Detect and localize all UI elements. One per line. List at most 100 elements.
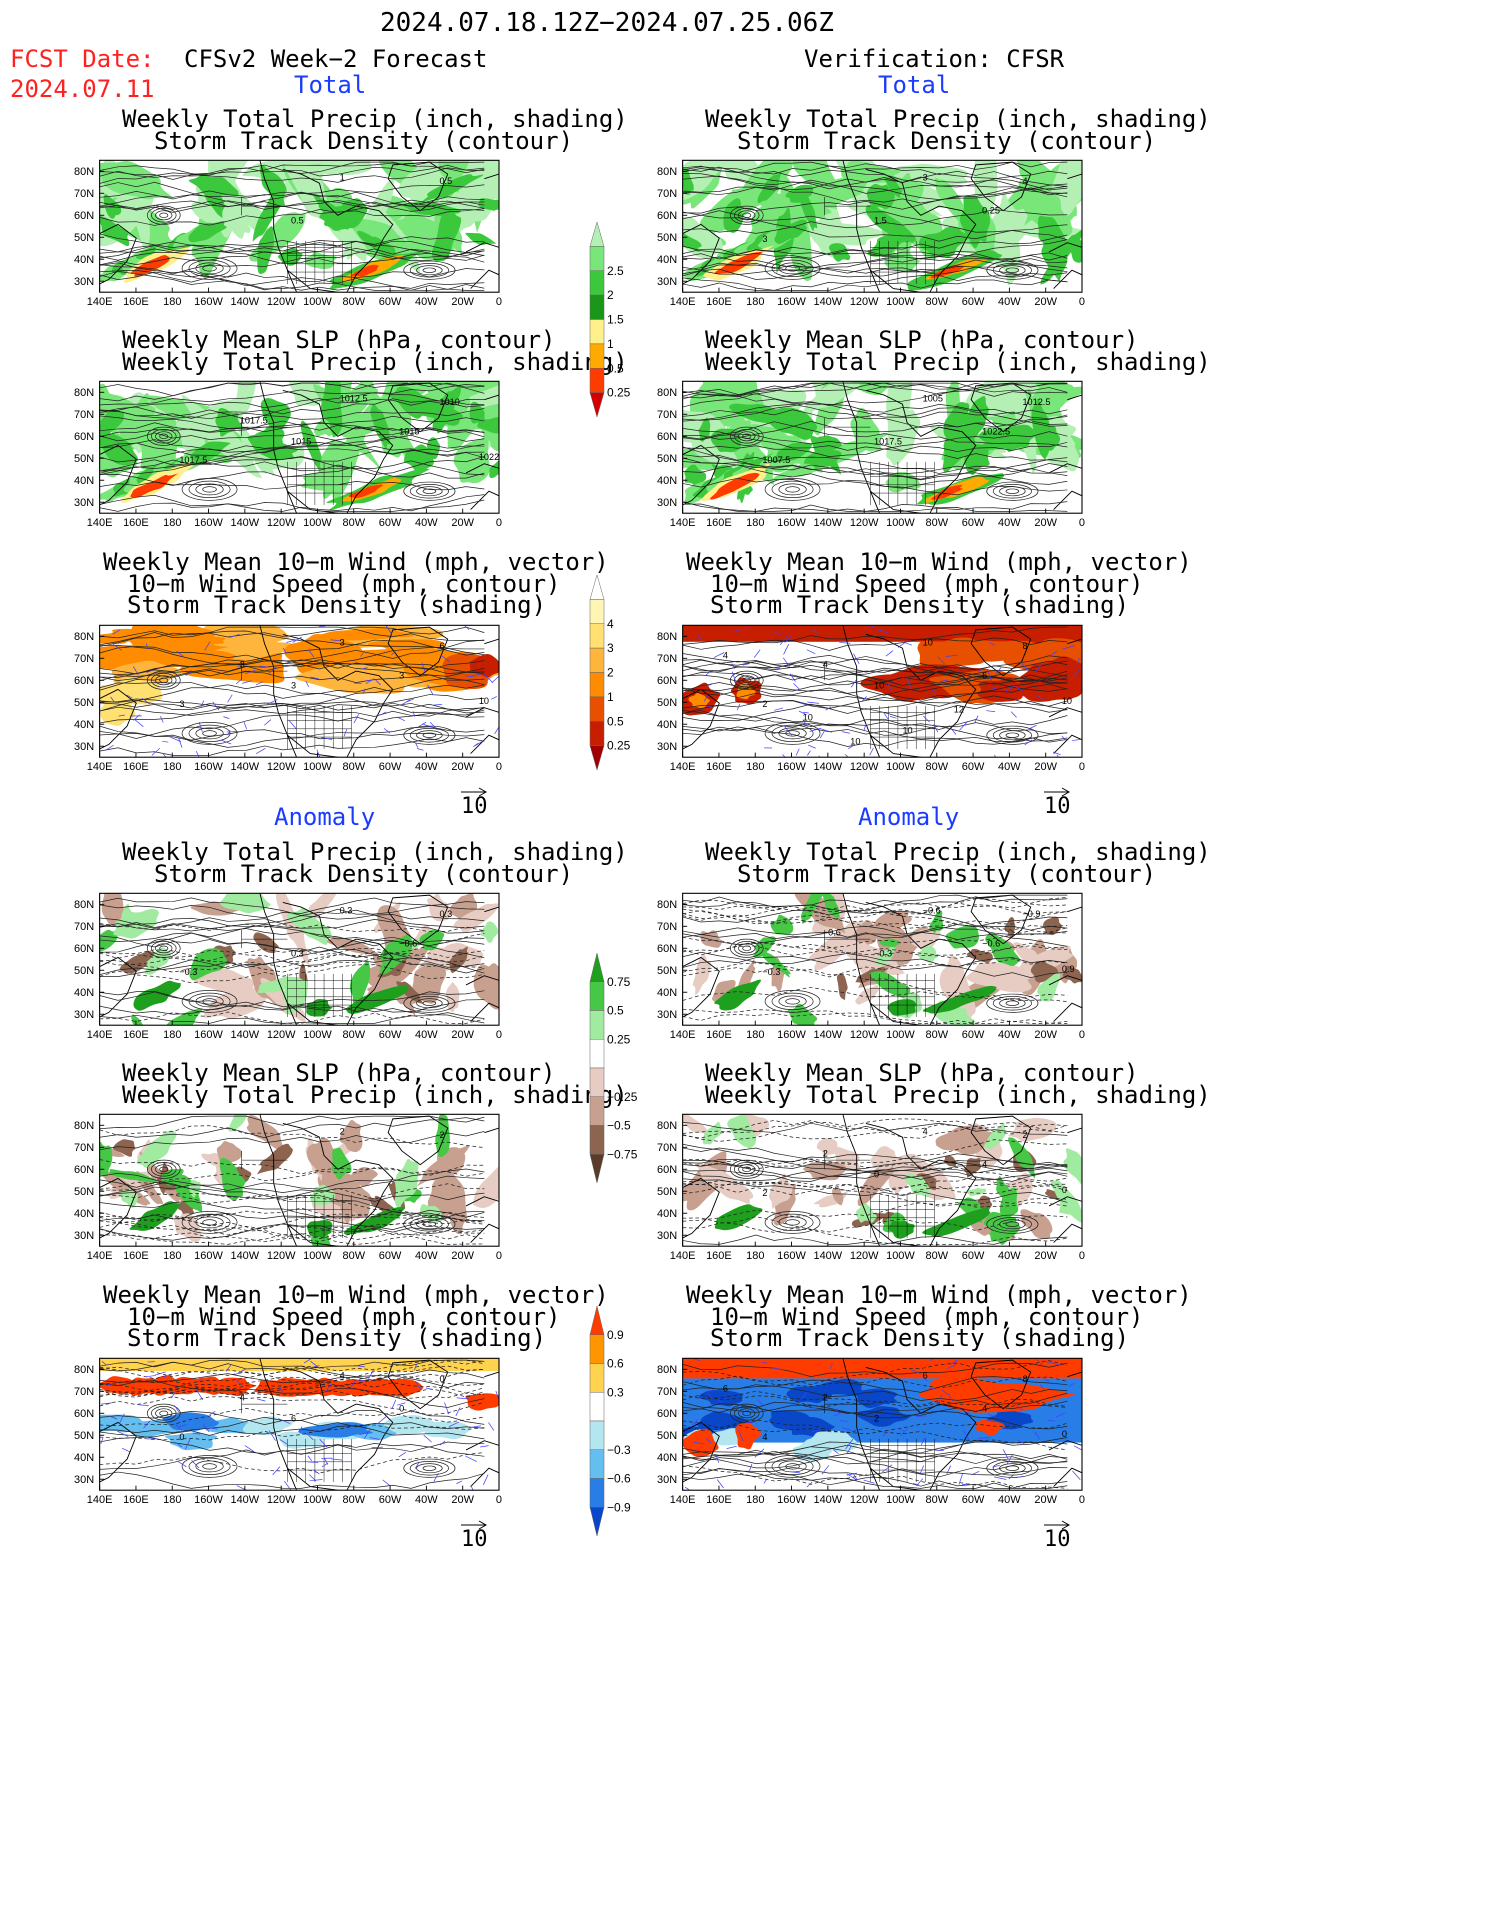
panel-title-r4-line2: Storm Track Density (contour) [737,859,1157,888]
contour-label: 6 [982,670,987,680]
lat-label: 30N [657,276,677,288]
lon-label: 40W [998,1029,1021,1041]
colorbar-tick-label: 0.5 [607,714,624,728]
lon-label: 120W [267,296,296,308]
lon-label: 60W [379,1494,402,1506]
lon-label: 20W [1034,296,1057,308]
lat-label: 40N [74,475,94,487]
lat-label: 60N [74,675,94,687]
contour-label: −0.9 [1022,909,1040,919]
lat-label: 30N [74,1474,94,1486]
contour-label: 4 [340,1370,345,1380]
map-panel-l1: 1 0.5 0.5 80N 70N 60N 50N 40N 30N 140E 160E 180 160W… [74,153,539,308]
contour-label: 4 [982,1403,987,1413]
colorbar-tick-label: 3 [607,641,614,655]
contour-label: 4 [240,1392,245,1402]
lat-label: 80N [657,1364,677,1376]
panel-title-l5-line1: Weekly Mean SLP (hPa, contour) [122,1059,556,1087]
lon-label: 180 [746,1494,764,1506]
lon-label: 20W [1034,1029,1057,1041]
map-panel-r3: 10 8 10 2 6 4 10 4 10 10 12 10 80N 70N 60N 50N 40N 30N 140… [657,618,1122,773]
lon-label: 140W [813,517,842,529]
lat-label: 80N [74,1364,94,1376]
map-svg-l3: 3 6 3 3 3 3 10 80N 70N 60N 50N 40N 30N 140E 160E 180 160… [74,624,502,773]
lat-label: 80N [74,387,94,399]
colorbar-tick-label: 0.25 [607,739,631,753]
lon-label: 180 [746,1029,764,1041]
lat-label: 80N [657,899,677,911]
lon-label: 100W [303,1250,332,1262]
lat-label: 80N [657,1120,677,1132]
contour-label: 2 [762,1188,767,1198]
panel-title-l6-line2: 10−m Wind Speed (mph, contour) [127,1302,561,1331]
lat-label: 70N [74,1142,94,1154]
lat-label: 40N [657,719,677,731]
contour-label: 1017.5 [874,437,902,447]
panel-title-r2-line2: Weekly Total Precip (inch, shading) [705,347,1211,376]
lon-label: 120W [850,761,879,773]
lon-label: 120W [267,1250,296,1262]
lon-label: 160W [194,517,223,529]
left-anomaly-label: Anomaly [274,803,376,831]
contour-label: 1010 [439,397,459,407]
lat-label: 70N [657,1142,677,1154]
lon-label: 100W [303,1029,332,1041]
vector-reference-label: 10 [461,794,488,819]
contour-label: −0.3 [762,967,780,977]
lon-label: 180 [746,517,764,529]
lon-label: 140E [670,1250,696,1262]
lon-label: 160W [777,296,806,308]
lat-label: 70N [657,188,677,200]
lon-label: 140E [670,1494,696,1506]
lon-label: 160W [777,517,806,529]
lon-label: 0 [496,1250,502,1262]
lon-label: 40W [415,517,438,529]
panel-title-r1-line2: Storm Track Density (contour) [737,126,1157,155]
lon-label: 120W [267,1029,296,1041]
map-svg-r6: 6 8 2 4 4 2 0 6 80N 70N 60N 50N 40N 30N 140E 160E 180 160… [657,1357,1085,1506]
contour-label: 1012.5 [1022,397,1050,407]
map-svg-r3: 10 8 10 2 6 4 10 4 10 10 12 10 80N 70N 60N 50N 40N 30N 140… [657,624,1085,773]
lon-label: 100W [886,517,915,529]
lon-label: 100W [886,1494,915,1506]
lon-label: 140W [230,296,259,308]
lon-label: 140E [670,296,696,308]
map-panel-r1: 3 4 1.5 3 0.25 80N 70N 60N 50N 40N 30N 140E 160E 180 1… [657,153,1122,308]
lon-label: 140W [230,1494,259,1506]
contour-label: 0.3 [439,909,452,919]
lon-label: 140W [813,1029,842,1041]
map-svg-l5: 2 2 80N 70N 60N 50N 40N 30N 140E 160E 180 160W 140W 1… [74,1113,502,1262]
lat-label: 60N [657,431,677,443]
lon-label: 180 [163,1029,181,1041]
colorbar-tick-label: −0.6 [607,1472,631,1486]
map-panel-l4: 0.3 0.3 0.3 −0.3 −0.6 80N 70N 60N 50N 40N 30N 140E 1… [74,886,539,1041]
colorbar-tick-label: 0.5 [607,1004,624,1018]
lon-label: 100W [303,761,332,773]
contour-label: 10 [902,725,912,735]
map-panel-r2: 1005 1012.5 1017.5 1007.5 1022.5 80N 70N 60N 50N… [657,374,1122,529]
colorbar-tick-label: 2.5 [607,264,624,278]
lon-label: 160W [194,1029,223,1041]
contour-label: 6 [291,1414,296,1424]
contour-label: 2 [1022,1130,1027,1140]
lon-label: 180 [163,761,181,773]
lon-label: 20W [1034,1250,1057,1262]
lon-label: 180 [163,1494,181,1506]
lon-label: 60W [962,296,985,308]
contour-label: −0.6 [823,927,841,937]
vector-reference-arrow-icon [1044,787,1071,797]
lon-label: 160E [123,1250,149,1262]
contour-label: −0.3 [179,967,197,977]
lon-label: 140W [813,1250,842,1262]
lat-label: 60N [74,1164,94,1176]
map-svg-r1: 3 4 1.5 3 0.25 80N 70N 60N 50N 40N 30N 140E 160E 180 1… [657,159,1085,308]
map-svg-l4: 0.3 0.3 0.3 −0.3 −0.6 80N 70N 60N 50N 40N 30N 140E 1… [74,892,502,1041]
forecast-column-title: CFSv2 Week−2 Forecast [184,45,488,73]
lat-label: 50N [657,1430,677,1442]
lon-label: 140E [87,761,113,773]
vector-reference-arrow-icon [461,1520,488,1530]
contour-label: 3 [340,637,345,647]
colorbar-tick-label: 0.25 [607,1032,631,1046]
contour-label: 2 [823,1392,828,1402]
lat-label: 30N [657,741,677,753]
